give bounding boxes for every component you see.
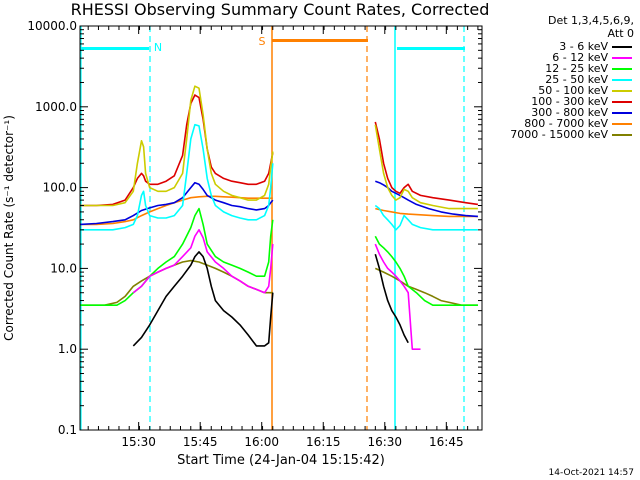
legend-swatch: [612, 68, 632, 70]
series-line: [374, 253, 409, 344]
legend-entry: 100 - 300 keV: [476, 96, 636, 107]
series-line: [132, 229, 274, 294]
series-line: [80, 123, 274, 231]
series-line: [80, 94, 274, 207]
series-line: [79, 181, 274, 226]
legend-swatch: [612, 90, 632, 92]
legend-swatch: [612, 79, 632, 81]
x-tick-label: 16:45: [429, 435, 464, 449]
series-line: [132, 251, 274, 347]
y-tick-label: 1.0: [58, 342, 77, 356]
legend-entry: 3 - 6 keV: [476, 41, 636, 52]
x-tick-label: 16:15: [306, 435, 341, 449]
series-line: [374, 243, 421, 350]
series-line: [374, 235, 478, 306]
legend-swatch: [612, 46, 632, 48]
saa-marker-label: S: [259, 35, 266, 48]
legend-entry: 300 - 800 keV: [476, 107, 636, 118]
legend-label: 100 - 300 keV: [531, 95, 608, 108]
series-line: [375, 180, 478, 218]
chart-title: RHESSI Observing Summary Count Rates, Co…: [70, 0, 490, 19]
legend-swatch: [612, 112, 632, 114]
legend-entry: 50 - 100 keV: [476, 85, 636, 96]
series-line: [374, 121, 479, 206]
series-line: [374, 204, 478, 231]
y-tick-label: 10.0: [50, 261, 77, 275]
legend-entry: 6 - 12 keV: [476, 52, 636, 63]
series-line: [80, 195, 273, 226]
legend-swatch: [612, 57, 632, 59]
legend: 3 - 6 keV 6 - 12 keV 12 - 25 keV 25 - 50 ke…: [476, 41, 636, 140]
series-line: [374, 124, 478, 210]
detector-info-line: Att 0: [607, 27, 634, 40]
x-tick-label: 15:45: [183, 435, 218, 449]
detector-info: Det 1,3,4,5,6,9, Att 0: [474, 14, 634, 40]
x-tick-label: 15:30: [121, 435, 156, 449]
legend-entry: 12 - 25 keV: [476, 63, 636, 74]
legend-swatch: [612, 101, 632, 103]
plot-frame: [79, 25, 483, 431]
legend-label: 50 - 100 keV: [538, 84, 608, 97]
detector-info-line: Det 1,3,4,5,6,9,: [547, 14, 634, 27]
series-line: [374, 267, 478, 306]
saa-interval-bar: [272, 39, 368, 42]
night-interval-bar: [397, 47, 465, 50]
legend-label: 7000 - 15000 keV: [510, 128, 608, 141]
legend-swatch: [612, 134, 632, 136]
legend-label: 12 - 25 keV: [545, 62, 608, 75]
legend-entry: 7000 - 15000 keV: [476, 129, 636, 140]
x-tick-label: 16:30: [367, 435, 402, 449]
night-interval-bar: [81, 47, 149, 50]
night-marker-label: N: [154, 41, 162, 54]
y-tick-label: 1000.0: [35, 100, 77, 114]
x-axis-label: Start Time (24-Jan-04 15:15:42): [177, 453, 385, 468]
legend-entry: 800 - 7000 keV: [476, 118, 636, 129]
legend-label: 300 - 800 keV: [531, 106, 608, 119]
legend-label: 6 - 12 keV: [552, 51, 608, 64]
legend-label: 25 - 50 keV: [545, 73, 608, 86]
legend-label: 800 - 7000 keV: [524, 117, 608, 130]
legend-label: 3 - 6 keV: [559, 40, 608, 53]
y-tick-label: 0.1: [58, 423, 77, 437]
y-axis-label: Corrected Count Rate (s⁻¹ detector⁻¹): [2, 115, 16, 341]
series-line: [80, 207, 274, 306]
y-tick-label: 10000.0: [27, 19, 77, 33]
series-line: [80, 85, 274, 207]
footer-timestamp: 14-Oct-2021 14:57: [548, 468, 634, 478]
legend-entry: 25 - 50 keV: [476, 74, 636, 85]
x-tick-label: 16:00: [244, 435, 279, 449]
series-line: [375, 207, 478, 218]
y-tick-label: 100.0: [43, 181, 77, 195]
legend-swatch: [612, 123, 632, 125]
